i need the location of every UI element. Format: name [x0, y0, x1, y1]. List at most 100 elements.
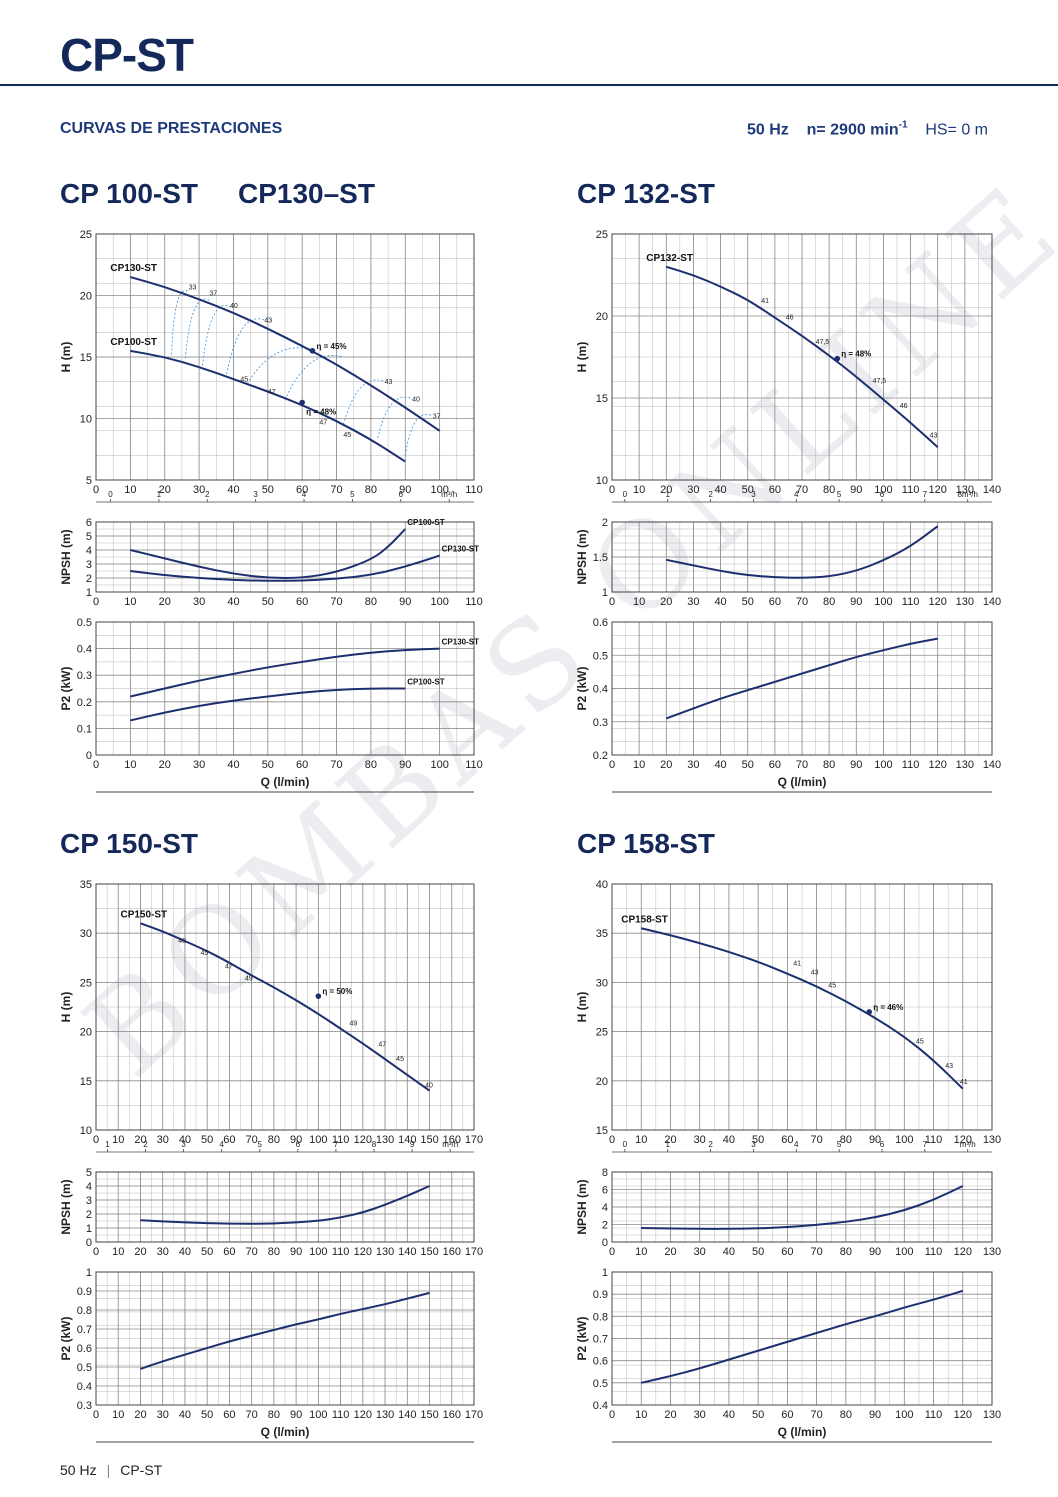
y-tick-label: 0.7 [593, 1334, 608, 1346]
y-tick-label: 0.3 [593, 717, 608, 729]
plot-frame [95, 521, 475, 593]
efficiency-value: 47 [225, 964, 233, 971]
series-line [130, 687, 406, 722]
efficiency-value: 45 [916, 1038, 924, 1045]
m3h-tick-label: m³/h [442, 1140, 458, 1149]
efficiency-value: 45 [343, 432, 351, 439]
y-tick-label: 0.7 [77, 1324, 92, 1336]
x-tick-label: 70 [796, 759, 808, 771]
x-tick-label: 10 [112, 1246, 124, 1258]
y-tick-label: 15 [80, 1076, 92, 1088]
efficiency-value: 41 [960, 1079, 968, 1086]
y-tick-label: 2 [602, 517, 608, 529]
y-axis-label: H (m) [575, 992, 589, 1023]
y-tick-label: 0.4 [77, 644, 92, 656]
series-label: CP132-ST [646, 253, 693, 264]
chart-p2h: 0 10 20 30 40 50 60 70 80 90 100 110 120 130 140101520… [575, 229, 1001, 503]
x-tick-label: 0 [93, 1246, 99, 1258]
x-tick-label: 170 [465, 1246, 483, 1258]
y-tick-label: 5 [86, 475, 92, 487]
m3h-tick-label: 2 [708, 490, 713, 499]
x-tick-label: 30 [694, 1409, 706, 1421]
x-tick-label: 90 [850, 759, 862, 771]
chart-p1p: 0 10 20 30 40 50 60 70 80 90 100 110 0 0.1 0.2 0.3 0.4 0.… [59, 617, 483, 793]
y-tick-label: 3 [86, 1195, 92, 1207]
plot-frame [611, 521, 993, 593]
series-label: CP100-ST [407, 678, 444, 687]
x-tick-label: 110 [902, 596, 920, 608]
x-tick-label: 100 [430, 484, 448, 496]
x-tick-label: 40 [227, 596, 239, 608]
x-tick-label: 20 [134, 1134, 146, 1146]
y-axis-label: H (m) [59, 342, 73, 373]
page-title: CP-ST [60, 29, 194, 81]
y-tick-label: 0.3 [77, 1400, 92, 1412]
x-tick-label: 150 [420, 1409, 438, 1421]
plot-frame [611, 883, 993, 1131]
x-tick-label: 120 [354, 1134, 372, 1146]
x-tick-label: 100 [874, 596, 892, 608]
chart-p1n: 0 10 20 30 40 50 60 70 80 90 100 110 1 2 3 4 5 6 NPSH (m) C… [59, 517, 483, 608]
x-tick-label: 40 [714, 484, 726, 496]
x-tick-label: 160 [443, 1409, 461, 1421]
m3h-tick-label: 6 [880, 490, 885, 499]
series-line [641, 927, 964, 1090]
x-tick-label: 30 [694, 1134, 706, 1146]
y-tick-label: 1 [86, 1267, 92, 1279]
y-tick-label: 0.2 [77, 697, 92, 709]
efficiency-value: 43 [385, 379, 393, 386]
efficiency-value: 45 [828, 982, 836, 989]
x-tick-label: 20 [664, 1409, 676, 1421]
efficiency-arc [171, 290, 190, 355]
x-tick-label: 110 [925, 1409, 943, 1421]
x-tick-label: 60 [296, 484, 308, 496]
m3h-tick-label: 2 [708, 1140, 713, 1149]
x-tick-label: 100 [430, 596, 448, 608]
x-tick-label: 10 [633, 484, 645, 496]
efficiency-label: η = 45% [316, 342, 346, 351]
x-tick-label: 140 [983, 596, 1001, 608]
m3h-tick-label: 1 [157, 490, 162, 499]
x-tick-label: 50 [742, 596, 754, 608]
m3h-tick-label: 3 [751, 1140, 756, 1149]
plot-frame [95, 621, 475, 756]
y-tick-label: 0.1 [77, 723, 92, 735]
model-title-cp100: CP 100-ST [60, 178, 198, 209]
x-tick-label: 50 [201, 1246, 213, 1258]
x-tick-label: 40 [227, 484, 239, 496]
efficiency-marker [834, 355, 841, 362]
x-tick-label: 50 [262, 484, 274, 496]
x-tick-label: 70 [810, 1409, 822, 1421]
plot-frame [611, 233, 993, 481]
series-line [641, 1185, 964, 1230]
efficiency-value: 41 [793, 961, 801, 968]
efficiency-marker [309, 348, 316, 354]
m3h-tick-label: 9 [410, 1140, 415, 1149]
x-tick-label: 60 [296, 596, 308, 608]
y-axis-label: P2 (kW) [575, 666, 589, 710]
y-tick-label: 20 [80, 291, 92, 303]
series-label: CP100-ST [110, 337, 157, 348]
x-tick-label: 20 [134, 1246, 146, 1258]
x-tick-label: 70 [330, 596, 342, 608]
x-tick-label: 10 [124, 596, 136, 608]
x-tick-label: 70 [246, 1246, 258, 1258]
y-tick-label: 4 [86, 1181, 92, 1193]
x-tick-label: 0 [609, 1409, 615, 1421]
y-tick-label: 0.9 [77, 1286, 92, 1298]
model-title-cp150: CP 150-ST [60, 828, 198, 859]
series-line [130, 349, 406, 463]
x-tick-label: 10 [124, 759, 136, 771]
x-tick-label: 120 [929, 759, 947, 771]
x-tick-label: 130 [983, 1409, 1001, 1421]
y-tick-label: 0 [602, 1237, 608, 1249]
y-tick-label: 30 [80, 928, 92, 940]
m3h-tick-label: 1 [105, 1140, 110, 1149]
x-tick-label: 80 [268, 1134, 280, 1146]
x-tick-label: 70 [810, 1246, 822, 1258]
m3h-tick-label: 3 [253, 490, 258, 499]
efficiency-value: 43 [264, 318, 272, 325]
x-tick-label: 50 [742, 759, 754, 771]
y-tick-label: 25 [596, 1027, 608, 1039]
